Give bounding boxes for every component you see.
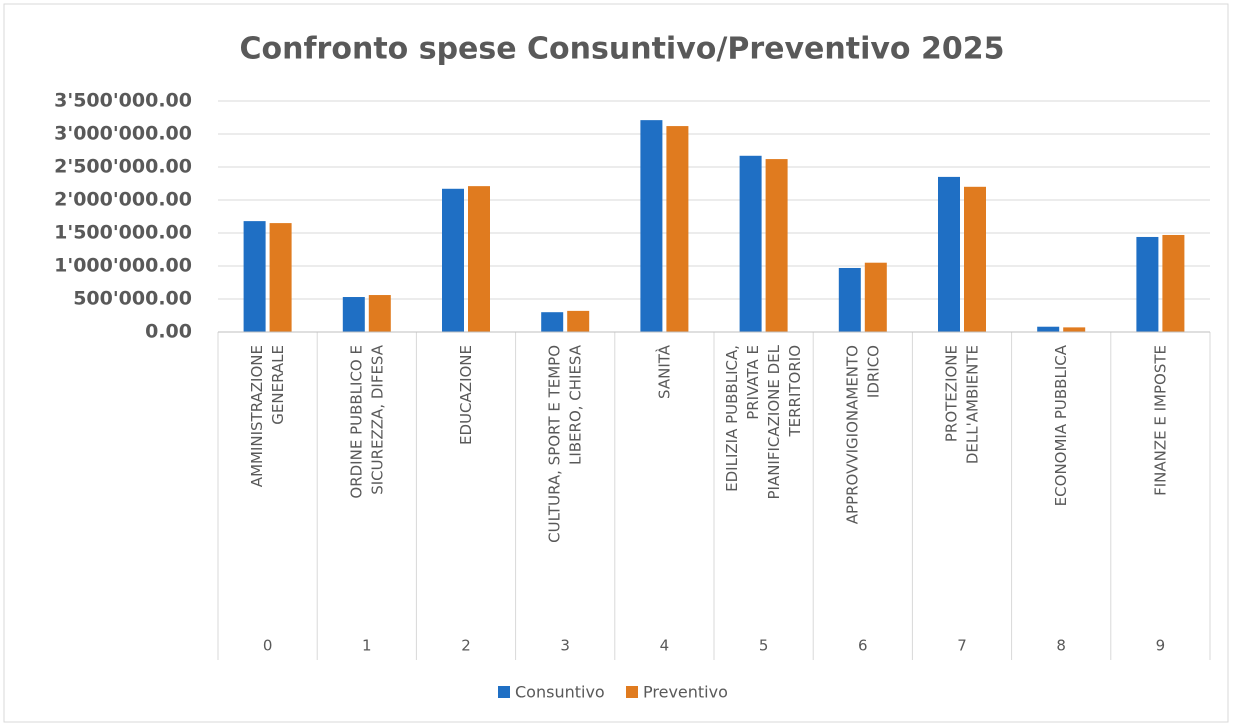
x-tick-label: SANITÀ <box>654 344 673 399</box>
y-tick-label: 1'000'000.00 <box>54 255 192 277</box>
x-tick-label: AMMINISTRAZIONE GENERALE <box>248 345 287 487</box>
x-tick-label-line: APPROVVIGIONAMENTO <box>843 345 861 524</box>
bar <box>1136 236 1159 332</box>
x-tick-label-line: IDRICO <box>864 345 882 398</box>
x-tick-label: FINANZE E IMPOSTE <box>1151 345 1169 496</box>
chart-title: Confronto spese Consuntivo/Preventivo 20… <box>240 32 1005 67</box>
chart-frame <box>3 3 1229 723</box>
y-tick-label: 1'500'000.00 <box>54 222 192 244</box>
x-tick-label-line: EDILIZIA PUBBLICA, <box>723 345 741 492</box>
category-code: 1 <box>362 637 372 655</box>
legend-label: Preventivo <box>643 683 728 702</box>
y-tick-label: 2'500'000.00 <box>54 156 192 178</box>
bar <box>567 310 590 332</box>
x-tick-label: CULTURA, SPORT E TEMPO LIBERO, CHIESA <box>545 344 584 543</box>
x-tick-label-line: CULTURA, SPORT E TEMPO <box>545 345 563 543</box>
legend-label: Consuntivo <box>515 683 605 702</box>
bar <box>442 188 464 332</box>
x-tick-label-line: SANITÀ <box>654 344 673 399</box>
bar <box>243 221 266 332</box>
y-tick-label: 500'000.00 <box>73 288 192 310</box>
y-tick-label: 2'000'000.00 <box>54 189 192 211</box>
category-code: 4 <box>660 637 670 655</box>
category-code: 7 <box>957 637 967 655</box>
bar <box>838 267 861 332</box>
bar <box>765 159 788 332</box>
y-tick-label: 3'500'000.00 <box>54 90 192 112</box>
category-code: 9 <box>1156 637 1166 655</box>
x-tick-label-line: PRIVATA E <box>744 345 762 420</box>
bar <box>468 186 490 332</box>
bar <box>1063 327 1086 332</box>
x-tick-label-line: EDUCAZIONE <box>457 345 475 445</box>
x-tick-label-line: GENERALE <box>269 345 287 425</box>
bar <box>1037 326 1060 332</box>
bar <box>541 312 564 332</box>
category-code: 6 <box>858 637 868 655</box>
x-tick-label: ECONOMIA PUBBLICA <box>1052 344 1070 506</box>
x-tick-label: PROTEZIONE DELL'AMBIENTE <box>942 345 981 464</box>
x-tick-label-line: DELL'AMBIENTE <box>963 345 981 464</box>
y-tick-label: 3'000'000.00 <box>54 123 192 145</box>
x-tick-label-line: FINANZE E IMPOSTE <box>1151 345 1169 496</box>
bar <box>864 262 887 332</box>
category-code: 5 <box>759 637 769 655</box>
bar <box>938 176 960 332</box>
category-code: 2 <box>461 637 471 655</box>
category-code: 3 <box>560 637 570 655</box>
x-tick-label: APPROVVIGIONAMENTO IDRICO <box>843 345 882 524</box>
x-tick-label-line: TERRITORIO <box>786 345 804 438</box>
bar <box>640 120 663 332</box>
x-tick-label-line: PIANIFICAZIONE DEL <box>765 344 783 499</box>
bar <box>269 223 292 332</box>
x-tick-label-line: PROTEZIONE <box>942 345 960 442</box>
x-tick-label: EDUCAZIONE <box>457 345 475 445</box>
x-tick-label-line: SICUREZZA, DIFESA <box>368 344 386 495</box>
x-tick-label-line: LIBERO, CHIESA <box>566 344 584 465</box>
legend-swatch <box>498 686 510 698</box>
bar <box>368 295 391 332</box>
category-code: 0 <box>263 637 273 655</box>
category-code: 8 <box>1056 637 1066 655</box>
bar <box>342 297 365 332</box>
x-tick-label-line: ORDINE PUBBLICO E <box>347 345 365 499</box>
x-tick-label-line: AMMINISTRAZIONE <box>248 345 266 487</box>
bar <box>666 126 689 332</box>
legend-swatch <box>626 686 638 698</box>
bar <box>964 186 986 332</box>
x-tick-label: EDILIZIA PUBBLICA, PRIVATA E PIANIFICAZION… <box>723 344 804 499</box>
x-tick-label: ORDINE PUBBLICO E SICUREZZA, DIFESA <box>347 344 386 498</box>
y-tick-label: 0.00 <box>145 321 192 343</box>
x-tick-label-line: ECONOMIA PUBBLICA <box>1052 344 1070 506</box>
bar <box>1162 234 1185 332</box>
bar <box>739 155 762 332</box>
